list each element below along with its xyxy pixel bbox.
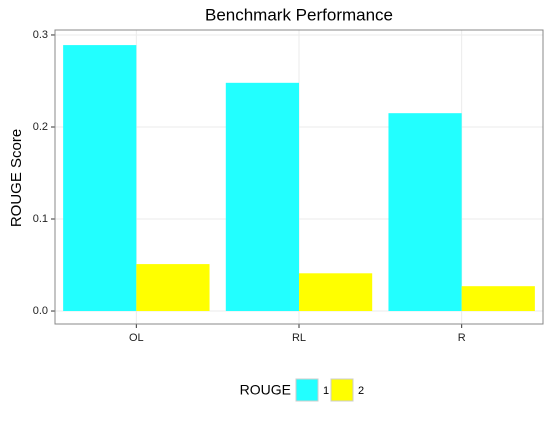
- bar: [461, 286, 535, 312]
- y-tick-label: 0.3: [33, 29, 48, 41]
- x-tick-label: OL: [129, 332, 144, 344]
- legend-label: 2: [358, 385, 364, 397]
- legend-key: [295, 378, 319, 402]
- bar: [225, 82, 299, 312]
- chart-title: Benchmark Performance: [205, 5, 393, 24]
- y-tick-label: 0.1: [33, 213, 48, 225]
- bar: [136, 264, 210, 312]
- y-axis-label: ROUGE Score: [8, 129, 25, 227]
- y-tick-label: 0.2: [33, 121, 48, 133]
- legend-key: [330, 378, 354, 402]
- y-tick-label: 0.0: [33, 305, 48, 317]
- legend-label: 1: [323, 385, 329, 397]
- bar: [63, 45, 137, 312]
- x-tick-label: R: [458, 332, 466, 344]
- panel-border: [54, 29, 544, 325]
- bar: [388, 113, 462, 312]
- bar: [299, 273, 373, 312]
- x-tick-label: RL: [292, 332, 306, 344]
- legend-title: ROUGE: [240, 382, 291, 398]
